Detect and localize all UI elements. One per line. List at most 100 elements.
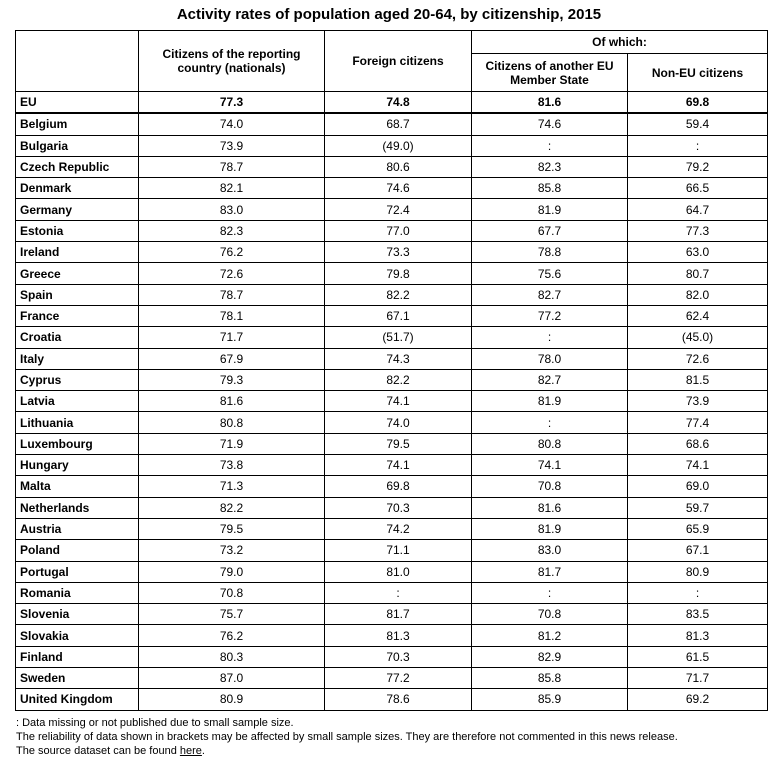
cell-nationals: 80.9 [138, 688, 325, 711]
table-row: Slovenia 75.7 81.7 70.8 83.5 [15, 603, 769, 626]
table-row: Portugal 79.0 81.0 81.7 80.9 [15, 560, 769, 583]
cell-country: Slovenia [15, 603, 139, 626]
cell-eu: 81.2 [471, 624, 628, 647]
cell-non-eu: 80.9 [626, 560, 769, 583]
cell-nationals: 87.0 [138, 667, 325, 690]
cell-foreign: 82.2 [324, 283, 472, 306]
cell-foreign: 74.1 [324, 454, 472, 477]
table-row: Latvia 81.6 74.1 81.9 73.9 [15, 390, 769, 413]
cell-nationals: 81.6 [138, 390, 325, 413]
cell-country: Estonia [15, 219, 139, 243]
cell-nationals: 71.3 [138, 475, 325, 498]
cell-non-eu: 68.6 [626, 432, 769, 456]
table-row: EU 77.3 74.8 81.6 69.8 [15, 91, 769, 115]
cell-nationals: 71.9 [138, 432, 325, 456]
cell-nationals: 76.2 [138, 624, 325, 647]
header-nationals: Citizens of the reporting country (natio… [138, 30, 325, 92]
cell-non-eu: 79.2 [626, 155, 769, 179]
cell-non-eu: 74.1 [626, 454, 769, 477]
cell-non-eu: 73.9 [626, 390, 769, 413]
cell-nationals: 70.8 [138, 581, 325, 605]
cell-eu: 75.6 [471, 262, 628, 285]
cell-eu: 67.7 [471, 219, 628, 243]
cell-foreign: (49.0) [324, 134, 472, 157]
cell-country: Denmark [15, 177, 139, 200]
table-row: Austria 79.5 74.2 81.9 65.9 [15, 517, 769, 541]
cell-non-eu: 59.4 [626, 112, 769, 136]
table-row: Sweden 87.0 77.2 85.8 71.7 [15, 667, 769, 690]
cell-non-eu: 67.1 [626, 539, 769, 562]
cell-nationals: 82.3 [138, 219, 325, 243]
table-row: France 78.1 67.1 77.2 62.4 [15, 304, 769, 328]
cell-eu: 82.9 [471, 645, 628, 669]
cell-foreign: 67.1 [324, 304, 472, 328]
cell-non-eu: 80.7 [626, 262, 769, 285]
table-row: Ireland 76.2 73.3 78.8 63.0 [15, 241, 769, 264]
cell-nationals: 79.0 [138, 560, 325, 583]
cell-eu: 85.8 [471, 667, 628, 690]
cell-non-eu: 66.5 [626, 177, 769, 200]
cell-nationals: 82.1 [138, 177, 325, 200]
cell-foreign: 74.3 [324, 347, 472, 370]
cell-non-eu: 77.3 [626, 219, 769, 243]
cell-non-eu: 82.0 [626, 283, 769, 306]
cell-country: Italy [15, 347, 139, 370]
cell-foreign: 71.1 [324, 539, 472, 562]
cell-foreign: 69.8 [324, 475, 472, 498]
cell-foreign: 81.0 [324, 560, 472, 583]
table-row: Slovakia 76.2 81.3 81.2 81.3 [15, 624, 769, 647]
cell-country: Hungary [15, 454, 139, 477]
cell-eu: : [471, 134, 628, 157]
cell-nationals: 79.5 [138, 517, 325, 541]
cell-eu: 77.2 [471, 304, 628, 328]
cell-nationals: 80.8 [138, 411, 325, 434]
cell-eu: 81.9 [471, 517, 628, 541]
cell-nationals: 72.6 [138, 262, 325, 285]
cell-eu: 82.7 [471, 283, 628, 306]
cell-nationals: 78.7 [138, 283, 325, 306]
cell-nationals: 76.2 [138, 241, 325, 264]
cell-foreign: 79.5 [324, 432, 472, 456]
cell-nationals: 74.0 [138, 112, 325, 136]
footnote-source-end: . [201, 745, 205, 757]
cell-country: Poland [15, 539, 139, 562]
cell-foreign: 81.3 [324, 624, 472, 647]
cell-country: Romania [15, 581, 139, 605]
cell-non-eu: 65.9 [626, 517, 769, 541]
table-row: Greece 72.6 79.8 75.6 80.7 [15, 262, 769, 285]
cell-country: Croatia [15, 326, 139, 349]
cell-eu: 81.9 [471, 390, 628, 413]
cell-foreign: 81.7 [324, 603, 472, 626]
cell-nationals: 78.7 [138, 155, 325, 179]
cell-eu: 81.7 [471, 560, 628, 583]
cell-non-eu: 69.0 [626, 475, 769, 498]
cell-foreign: 78.6 [324, 688, 472, 711]
cell-non-eu: (45.0) [626, 326, 769, 349]
header-country-blank [15, 30, 139, 92]
cell-foreign: 70.3 [324, 496, 472, 519]
cell-country: Germany [15, 198, 139, 221]
table-row: Croatia 71.7 (51.7): (45.0) [15, 326, 769, 349]
cell-non-eu: 71.7 [626, 667, 769, 690]
cell-foreign: 77.0 [324, 219, 472, 243]
header-foreign: Foreign citizens [324, 30, 472, 92]
cell-eu: : [471, 326, 628, 349]
cell-nationals: 75.7 [138, 603, 325, 626]
table-row: Romania 70.8::: [15, 581, 769, 605]
table-row: Denmark 82.1 74.6 85.8 66.5 [15, 177, 769, 200]
cell-country: France [15, 304, 139, 328]
cell-foreign: (51.7) [324, 326, 472, 349]
cell-country: Malta [15, 475, 139, 498]
cell-nationals: 73.8 [138, 454, 325, 477]
table-row: Netherlands 82.2 70.3 81.6 59.7 [15, 496, 769, 519]
cell-eu: 81.6 [471, 91, 628, 115]
footnote-source: The source dataset can be found here. [16, 744, 768, 758]
cell-country: EU [15, 91, 139, 115]
table-row: Poland 73.2 71.1 83.0 67.1 [15, 539, 769, 562]
cell-eu: 81.9 [471, 198, 628, 221]
header-of-which: Of which: [470, 30, 769, 54]
cell-country: Portugal [15, 560, 139, 583]
source-link[interactable]: here [179, 745, 202, 757]
cell-country: Netherlands [15, 496, 139, 519]
cell-non-eu: 72.6 [626, 347, 769, 370]
